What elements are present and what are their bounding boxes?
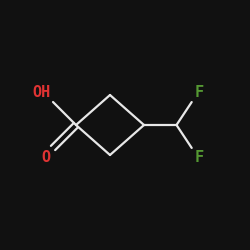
Text: O: O — [42, 150, 50, 166]
Text: F: F — [194, 84, 203, 100]
Text: OH: OH — [32, 84, 50, 100]
Text: F: F — [194, 150, 203, 166]
